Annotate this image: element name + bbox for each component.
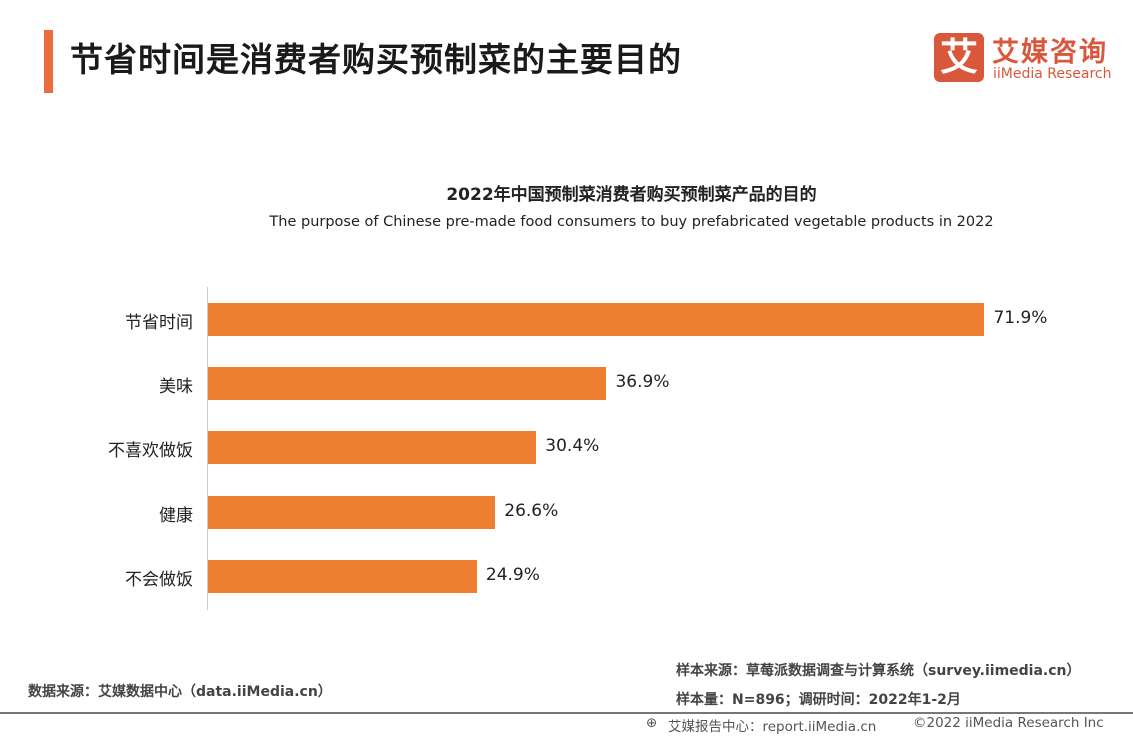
bar <box>208 431 537 465</box>
logo-name-cn: 艾媒咨询 <box>992 37 1108 68</box>
logo-mark: 艾 <box>934 33 984 82</box>
sample-source: 样本来源：草莓派数据调查与计算系统（survey.iimedia.cn） <box>676 663 1081 679</box>
globe-icon: ⊕ <box>646 715 658 731</box>
data-label: 30.4% <box>545 436 600 457</box>
bar <box>208 367 607 401</box>
chart-subtitle: The purpose of Chinese pre-made food con… <box>269 214 994 230</box>
chart-title: 2022年中国预制菜消费者购买预制菜产品的目的 <box>446 185 817 205</box>
category-label: 不喜欢做饭 <box>108 441 193 462</box>
bar <box>208 495 496 529</box>
data-label: 71.9% <box>993 308 1048 328</box>
sample-size: 样本量：N=896；调研时间：2022年1-2月 <box>676 692 961 708</box>
copyright: ©2022 iiMedia Research Inc <box>913 715 1104 731</box>
category-label: 节省时间 <box>125 313 193 333</box>
category-label: 美味 <box>159 377 193 398</box>
page-title: 节省时间是消费者购买预制菜的主要目的 <box>70 40 682 79</box>
data-label: 36.9% <box>615 372 670 393</box>
report-center: 艾媒报告中心：report.iiMedia.cn <box>668 719 877 735</box>
bar <box>208 559 477 593</box>
y-axis-line <box>207 287 208 610</box>
footer-divider <box>0 712 1133 714</box>
data-source: 数据来源：艾媒数据中心（data.iiMedia.cn） <box>28 684 332 700</box>
category-label: 不会做饭 <box>125 569 193 590</box>
data-label: 26.6% <box>504 500 559 521</box>
logo-name-en: iiMedia Research <box>993 66 1112 82</box>
data-label: 24.9% <box>485 564 540 585</box>
title-accent-bar <box>44 30 53 93</box>
bar <box>208 303 985 336</box>
category-label: 健康 <box>159 505 193 526</box>
